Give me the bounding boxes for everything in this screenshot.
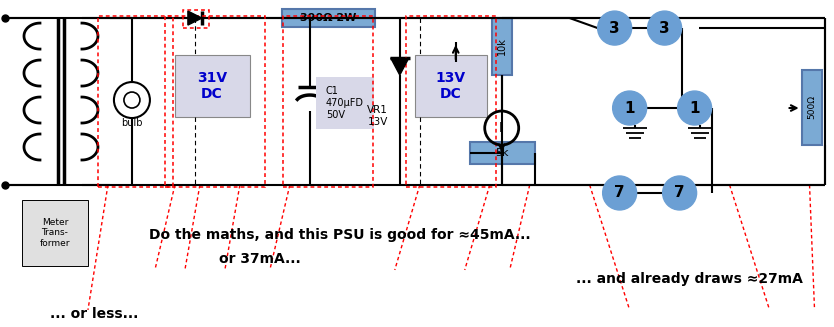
Text: Do the maths, and this PSU is good for ≈45mA...: Do the maths, and this PSU is good for ≈… <box>149 228 530 242</box>
Text: 3: 3 <box>660 21 670 36</box>
Circle shape <box>663 176 696 210</box>
Bar <box>283 16 373 187</box>
Circle shape <box>598 11 631 45</box>
Bar <box>183 10 208 28</box>
Text: 10k: 10k <box>497 37 507 55</box>
Text: Meter
Trans-
former: Meter Trans- former <box>40 218 70 248</box>
Text: 5k: 5k <box>495 148 509 158</box>
FancyBboxPatch shape <box>175 55 250 117</box>
Text: 500Ω: 500Ω <box>807 95 816 119</box>
Text: 31V
DC: 31V DC <box>197 71 227 101</box>
Bar <box>406 16 495 187</box>
Circle shape <box>648 11 681 45</box>
Text: VR1
13V: VR1 13V <box>367 105 388 127</box>
FancyBboxPatch shape <box>470 142 535 164</box>
Text: ... and already draws ≈27mA: ... and already draws ≈27mA <box>576 272 803 286</box>
FancyBboxPatch shape <box>414 55 487 117</box>
Polygon shape <box>391 58 409 75</box>
Text: 7: 7 <box>615 185 625 200</box>
Text: or 37mA...: or 37mA... <box>219 252 301 266</box>
FancyBboxPatch shape <box>801 70 821 145</box>
Text: 1: 1 <box>690 100 700 115</box>
Text: I: I <box>500 121 505 135</box>
Text: 7: 7 <box>675 185 685 200</box>
Text: C1
470μFD
50V: C1 470μFD 50V <box>326 86 364 120</box>
Text: 13V
DC: 13V DC <box>435 71 466 101</box>
Text: 1: 1 <box>625 100 635 115</box>
Bar <box>165 16 265 187</box>
Text: bulb: bulb <box>121 118 143 128</box>
Text: ... or less...: ... or less... <box>50 307 138 321</box>
Polygon shape <box>188 11 202 25</box>
Circle shape <box>613 91 646 125</box>
FancyBboxPatch shape <box>492 18 512 75</box>
Circle shape <box>603 176 636 210</box>
FancyBboxPatch shape <box>282 9 374 27</box>
Circle shape <box>677 91 711 125</box>
Text: 3: 3 <box>610 21 620 36</box>
Text: 390Ω 2W: 390Ω 2W <box>299 13 356 23</box>
Bar <box>98 16 173 187</box>
